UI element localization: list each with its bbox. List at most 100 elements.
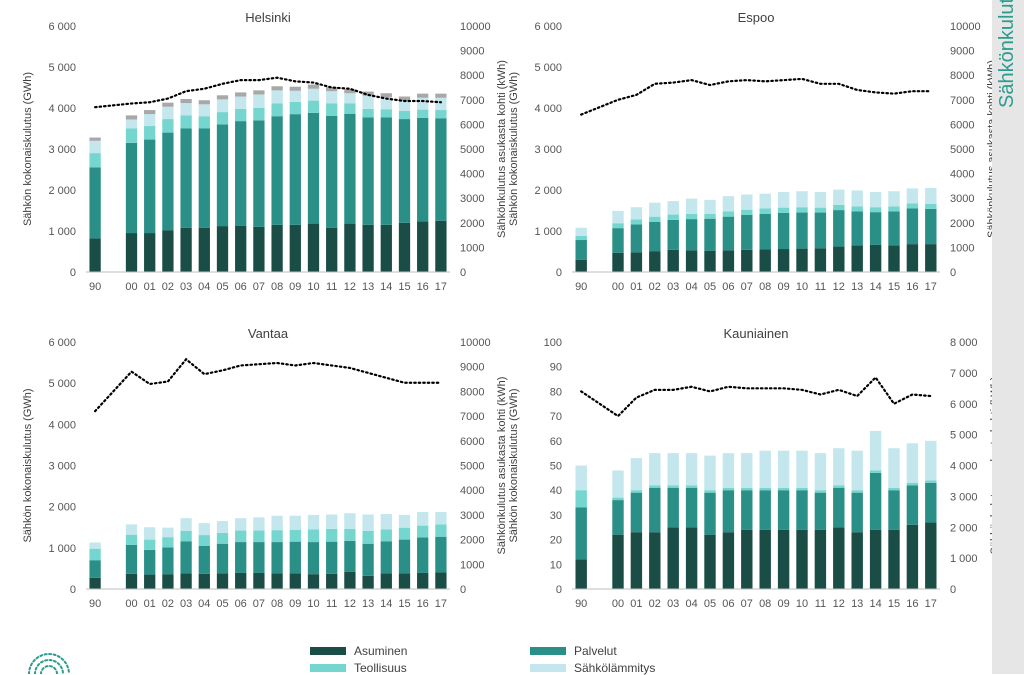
bar-asuminen-13 (362, 224, 374, 272)
x-tick-label: 02 (649, 281, 661, 293)
bar-muu-17 (435, 93, 447, 98)
bar-sähkölämmitys-13 (362, 514, 374, 531)
bar-muu-12 (344, 89, 356, 94)
x-tick-label: 14 (380, 281, 392, 293)
x-tick-label: 00 (125, 281, 137, 293)
x-tick-label: 13 (851, 598, 863, 610)
bar-muu-14 (380, 93, 392, 98)
bar-muu-08 (271, 86, 283, 91)
bar-teollisuus-14 (380, 529, 392, 542)
bar-asuminen-07 (741, 249, 753, 272)
chart-title: Vantaa (248, 326, 289, 341)
bar-teollisuus-90 (89, 548, 101, 561)
y-tick-label: 40 (550, 485, 562, 497)
bar-sähkölämmitys-06 (235, 96, 247, 109)
bar-asuminen-01 (630, 532, 643, 589)
bar-sähkölämmitys-11 (326, 514, 338, 529)
y-axis-label: Sähkön kokonaiskulutus (GWh) (508, 72, 520, 226)
bar-palvelut-15 (888, 490, 900, 530)
y-tick-label: 3 000 (48, 461, 76, 473)
bar-teollisuus-07 (253, 530, 265, 543)
y2-tick-label: 0 (950, 584, 956, 596)
y2-tick-label: 6000 (950, 119, 974, 131)
bar-sähkölämmitys-16 (417, 512, 429, 526)
bar-asuminen-12 (344, 223, 356, 272)
bar-palvelut-05 (704, 492, 716, 535)
x-tick-label: 11 (326, 281, 337, 293)
bar-asuminen-08 (759, 249, 771, 272)
x-tick-label: 03 (180, 281, 192, 293)
bar-teollisuus-11 (326, 528, 338, 542)
y2-tick-label: 2 000 (950, 522, 978, 534)
bar-palvelut-12 (833, 487, 845, 528)
y-tick-label: 5 000 (534, 62, 562, 74)
bar-teollisuus-16 (906, 203, 919, 209)
bar-palvelut-10 (796, 490, 808, 530)
bar-muu-01 (144, 110, 156, 115)
bar-teollisuus-04 (198, 116, 210, 129)
y2-tick-label: 3000 (460, 193, 484, 205)
bar-teollisuus-07 (741, 209, 753, 216)
bar-sähkölämmitys-00 (125, 119, 138, 129)
bar-palvelut-07 (253, 542, 265, 573)
y-tick-label: 30 (550, 510, 562, 522)
bar-teollisuus-14 (380, 109, 392, 118)
bar-asuminen-05 (704, 250, 716, 272)
bar-palvelut-17 (925, 482, 937, 523)
bar-palvelut-07 (741, 215, 753, 250)
bar-palvelut-06 (722, 216, 735, 251)
bar-asuminen-02 (649, 532, 661, 589)
bar-sähkölämmitys-11 (326, 91, 338, 104)
bar-teollisuus-00 (612, 223, 624, 229)
bar-asuminen-04 (198, 573, 210, 589)
bar-muu-07 (253, 90, 265, 95)
bar-asuminen-10 (796, 248, 808, 272)
bar-asuminen-13 (362, 575, 374, 589)
bar-asuminen-15 (888, 245, 900, 272)
bar-teollisuus-00 (612, 497, 624, 501)
bar-palvelut-00 (612, 228, 624, 253)
bar-teollisuus-90 (575, 490, 587, 508)
x-tick-label: 10 (307, 598, 319, 610)
bar-teollisuus-08 (271, 530, 283, 543)
bar-palvelut-11 (326, 115, 338, 228)
bar-palvelut-06 (235, 542, 247, 573)
bar-palvelut-17 (435, 536, 447, 573)
bar-palvelut-16 (417, 537, 429, 573)
bar-palvelut-10 (307, 542, 320, 575)
y2-tick-label: 9000 (460, 362, 484, 374)
bar-sähkölämmitys-10 (307, 88, 320, 101)
bar-palvelut-12 (344, 540, 356, 572)
bar-palvelut-90 (89, 560, 101, 578)
bar-palvelut-12 (344, 113, 356, 224)
bar-teollisuus-16 (417, 525, 429, 538)
y2-tick-label: 5000 (950, 144, 974, 156)
y2-tick-label: 0 (950, 267, 956, 279)
bar-asuminen-11 (814, 529, 827, 589)
bar-sähkölämmitys-03 (667, 201, 679, 215)
bar-teollisuus-14 (869, 207, 882, 213)
y-tick-label: 4 000 (48, 419, 76, 431)
bar-teollisuus-90 (89, 153, 101, 168)
bar-sähkölämmitys-14 (380, 514, 392, 530)
bar-palvelut-08 (271, 542, 283, 574)
bar-palvelut-07 (741, 490, 753, 530)
bar-teollisuus-06 (235, 108, 247, 122)
legend-swatch (310, 664, 346, 672)
bar-asuminen-14 (869, 529, 882, 589)
x-tick-label: 07 (741, 598, 753, 610)
bar-sähkölämmitys-01 (630, 458, 643, 491)
x-tick-label: 17 (435, 281, 447, 293)
x-tick-label: 05 (216, 598, 228, 610)
x-tick-label: 10 (796, 281, 808, 293)
y2-tick-label: 4000 (460, 169, 484, 181)
bar-palvelut-09 (289, 541, 301, 574)
bar-sähkölämmitys-11 (814, 192, 827, 208)
bar-sähkölämmitys-09 (289, 90, 301, 102)
y-tick-label: 0 (556, 584, 562, 596)
x-tick-label: 07 (253, 281, 265, 293)
bar-sähkölämmitys-11 (814, 453, 827, 491)
x-tick-label: 03 (180, 598, 192, 610)
bar-teollisuus-01 (630, 219, 643, 225)
